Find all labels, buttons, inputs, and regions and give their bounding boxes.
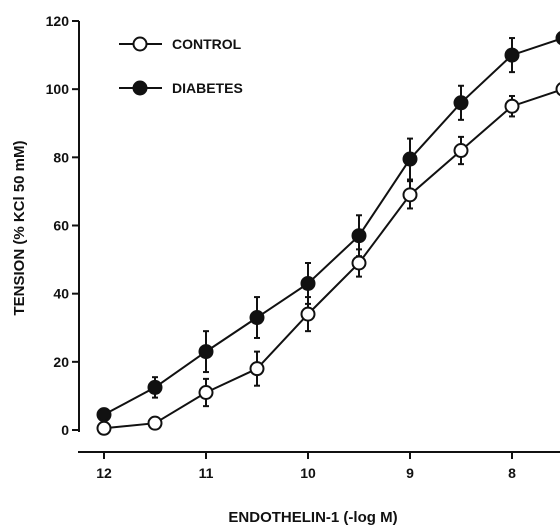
y-tick-label: 120 <box>46 13 70 29</box>
legend-item-diabetes: DIABETES <box>119 80 243 96</box>
series-line <box>103 37 560 416</box>
legend-marker <box>132 36 148 52</box>
legend-marker <box>132 80 148 96</box>
data-point <box>198 385 214 401</box>
legend-item-control: CONTROL <box>119 36 242 52</box>
data-point <box>504 47 520 63</box>
data-point <box>147 379 163 395</box>
y-tick-label: 40 <box>53 286 69 302</box>
y-ticks: 0 20 40 60 80 100 120 <box>46 13 79 438</box>
x-tick-label: 8 <box>508 465 516 481</box>
legend-label: DIABETES <box>172 80 243 96</box>
data-point <box>453 95 469 111</box>
y-tick-label: 100 <box>46 81 70 97</box>
data-point <box>198 344 214 360</box>
data-point <box>555 31 560 45</box>
data-point <box>351 228 367 244</box>
series-control <box>96 82 560 436</box>
series-layer <box>96 31 560 436</box>
data-point <box>96 407 112 423</box>
x-tick-label: 12 <box>96 465 112 481</box>
x-ticks: 12 11 10 9 8 <box>96 452 516 481</box>
legend: CONTROL DIABETES <box>119 36 243 96</box>
data-point <box>96 420 112 436</box>
data-point <box>555 82 560 97</box>
data-point <box>249 361 265 377</box>
data-point <box>351 255 367 271</box>
y-tick-label: 80 <box>53 149 69 165</box>
data-point <box>147 415 163 431</box>
y-axis-title: TENSION (% KCl 50 mM) <box>11 140 28 315</box>
y-tick-label: 0 <box>61 422 69 438</box>
x-tick-label: 11 <box>199 465 214 481</box>
series-line <box>103 89 560 430</box>
x-axis-title: ENDOTHELIN-1 (-log M) <box>228 509 397 526</box>
data-point <box>402 187 418 203</box>
data-point <box>249 310 265 326</box>
y-tick-label: 60 <box>53 218 69 234</box>
data-point <box>402 151 418 167</box>
data-point <box>504 98 520 114</box>
series-diabetes <box>96 31 560 423</box>
data-point <box>453 143 469 159</box>
x-tick-label: 9 <box>406 465 414 481</box>
y-tick-label: 20 <box>53 354 69 370</box>
x-tick-label: 10 <box>300 465 316 481</box>
data-point <box>300 275 316 291</box>
legend-label: CONTROL <box>172 36 242 52</box>
data-point <box>300 306 316 322</box>
